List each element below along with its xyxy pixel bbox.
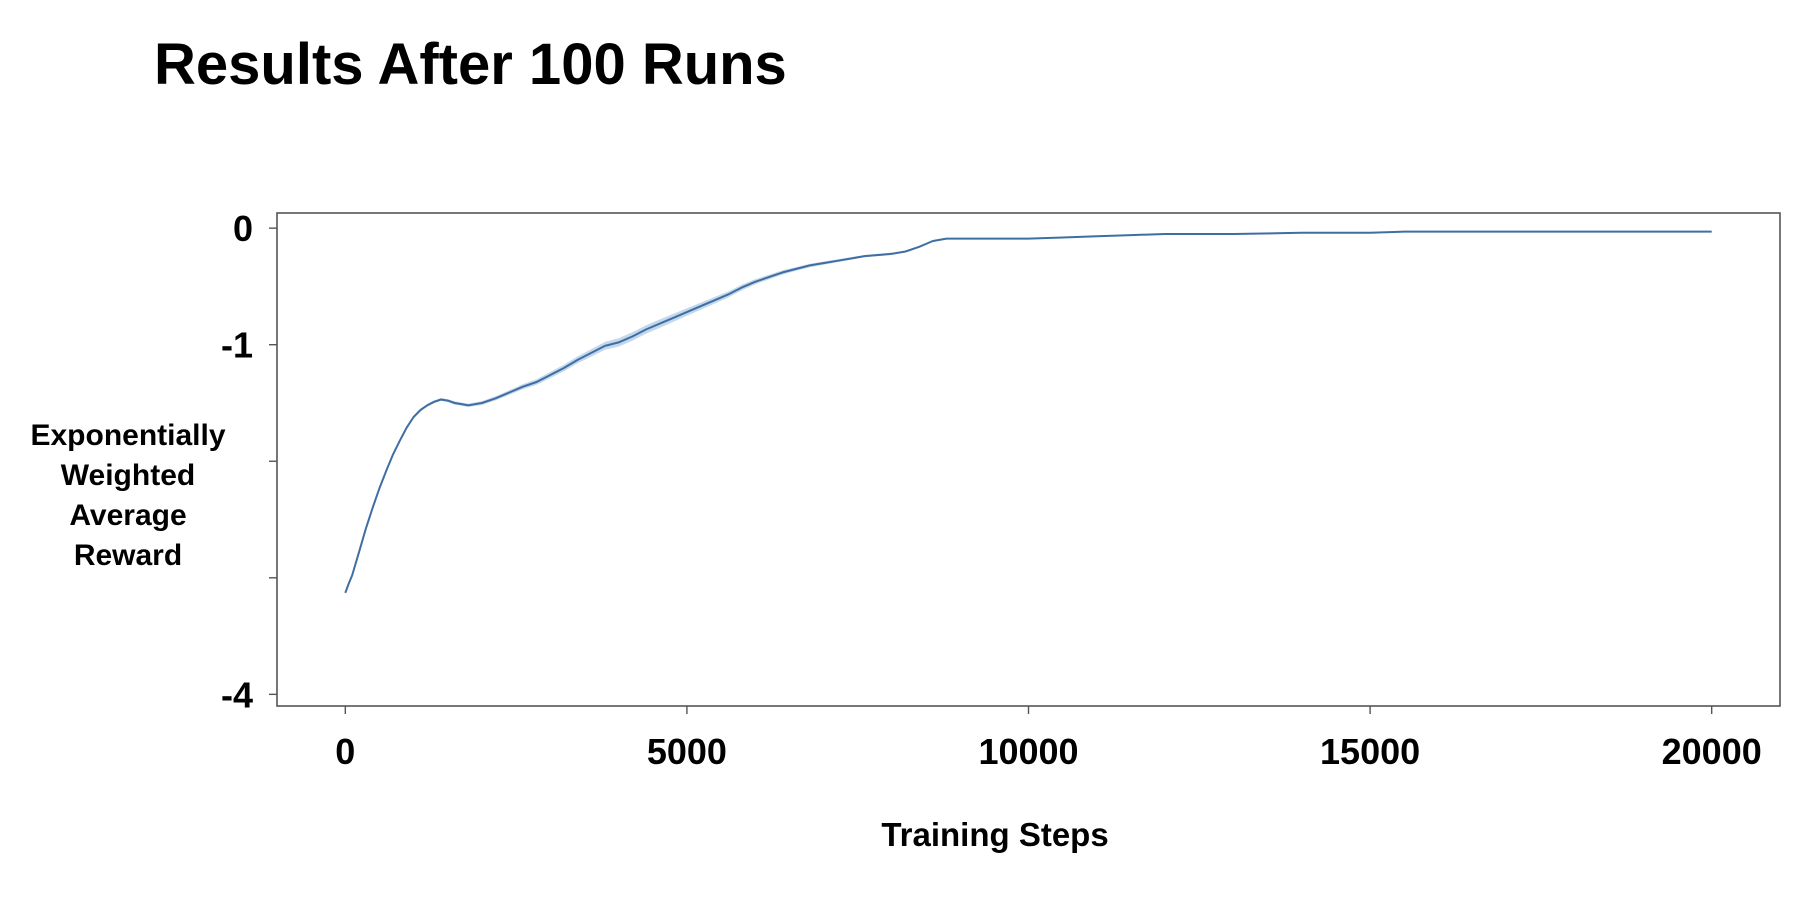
y-tick-label: -4 [221,674,253,715]
y-tick-label: -1 [221,325,253,366]
x-tick-label: 0 [335,731,355,772]
y-axis-label-line: Average [69,499,187,532]
x-axis-label: Training Steps [881,816,1109,853]
x-tick-label: 5000 [647,731,727,772]
y-tick-label: 0 [233,208,253,249]
y-axis-label-line: Weighted [60,459,196,492]
y-axis-label-line: Reward [73,539,183,572]
y-axis-label-line: Exponentially [30,419,226,452]
reward-line [344,230,1712,594]
plot-frame [276,212,1781,707]
x-tick-label: 15000 [1320,731,1420,772]
y-axis-label: Exponentially Weighted Average Reward [8,416,248,576]
x-tick-label: 20000 [1662,731,1762,772]
chart-title: Results After 100 Runs [154,32,787,97]
x-tick-label: 10000 [978,731,1078,772]
confidence-band [345,231,1712,594]
